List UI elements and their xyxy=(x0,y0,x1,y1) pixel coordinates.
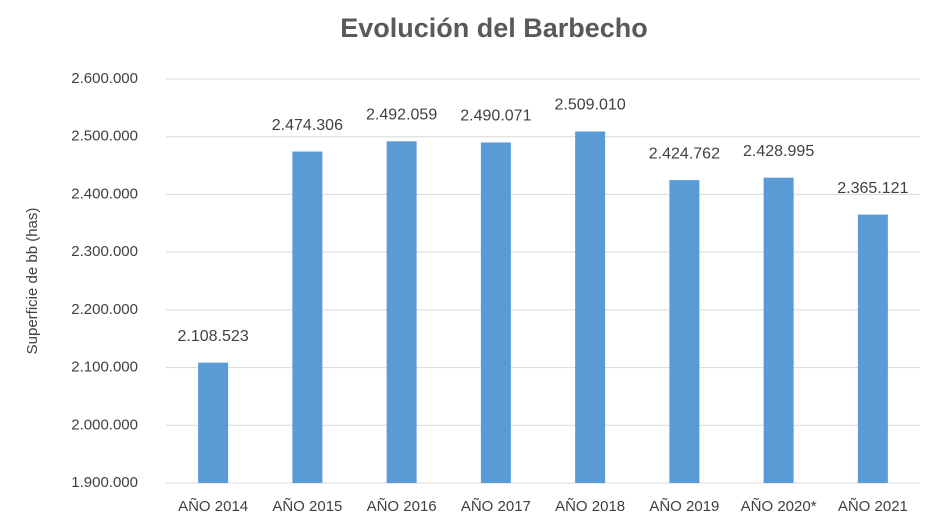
data-label: 2.365.121 xyxy=(837,180,908,197)
y-tick-label: 2.100.000 xyxy=(71,359,138,376)
data-label: 2.474.306 xyxy=(272,117,343,134)
y-tick-label: 2.500.000 xyxy=(71,128,138,145)
y-tick-label: 2.000.000 xyxy=(71,416,138,433)
bar xyxy=(669,180,700,483)
bar xyxy=(292,151,323,483)
data-label: 2.108.523 xyxy=(178,328,249,345)
data-label: 2.428.995 xyxy=(743,143,814,160)
data-label: 2.490.071 xyxy=(460,108,531,125)
x-tick-label: AÑO 2021 xyxy=(838,498,908,515)
data-label: 2.424.762 xyxy=(649,145,720,162)
y-axis-title: Superficie de bb (has) xyxy=(24,208,41,355)
bar xyxy=(763,177,794,483)
x-tick-label: AÑO 2016 xyxy=(367,498,437,515)
y-tick-label: 2.400.000 xyxy=(71,185,138,202)
bar xyxy=(386,141,417,484)
y-tick-label: 2.200.000 xyxy=(71,301,138,318)
y-tick-label: 2.600.000 xyxy=(71,70,138,87)
x-tick-label: AÑO 2018 xyxy=(555,498,625,515)
y-tick-label: 2.300.000 xyxy=(71,243,138,260)
data-label: 2.509.010 xyxy=(555,97,626,114)
bar xyxy=(198,362,229,483)
data-label: 2.492.059 xyxy=(366,107,437,124)
bar xyxy=(575,131,606,483)
x-tick-label: AÑO 2017 xyxy=(461,498,531,515)
chart-title: Evolución del Barbecho xyxy=(340,13,648,43)
bar xyxy=(857,214,888,484)
x-tick-label: AÑO 2019 xyxy=(649,498,719,515)
x-tick-label: AÑO 2015 xyxy=(272,498,342,515)
x-tick-label: AÑO 2020* xyxy=(741,498,817,515)
y-tick-label: 1.900.000 xyxy=(71,474,138,491)
x-tick-label: AÑO 2014 xyxy=(178,498,248,515)
bar xyxy=(480,142,511,483)
